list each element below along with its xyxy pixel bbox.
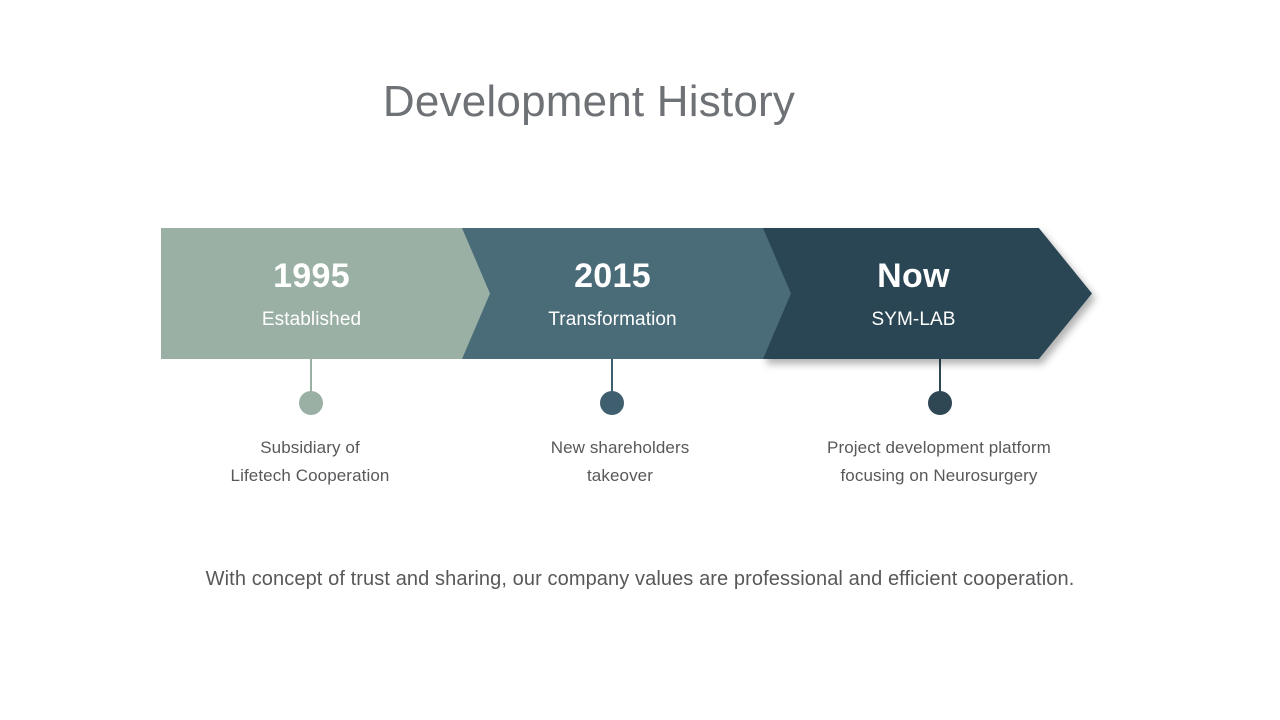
caption-3-line-2: focusing on Neurosurgery [840,466,1038,485]
marker-stem-1 [310,359,312,393]
timeline-caption-3: Project development platform focusing on… [789,434,1089,490]
timeline-caption-2: New shareholders takeover [470,434,770,490]
timeline-stage-3[interactable] [763,228,1092,359]
marker-dot-1 [299,391,323,415]
chevron-shape-1 [161,228,490,359]
caption-2-line-2: takeover [586,466,653,485]
timeline-stage-1[interactable] [161,228,490,359]
timeline-banner: 1995 Established 2015 Transformation Now… [161,228,1122,359]
marker-stem-2 [611,359,613,393]
caption-1-line-2: Lifetech Cooperation [230,466,390,485]
marker-stem-3 [939,359,941,393]
marker-dot-2 [600,391,624,415]
timeline-caption-1: Subsidiary of Lifetech Cooperation [160,434,460,490]
page-title: Development History [382,77,796,126]
chevron-arrow-shape-3 [763,228,1092,359]
caption-1-line-1: Subsidiary of [260,438,360,457]
slide-tagline: With concept of trust and sharing, our c… [205,568,1075,590]
timeline-stage-2[interactable] [462,228,791,359]
caption-2-line-1: New shareholders [550,438,690,457]
marker-dot-3 [928,391,952,415]
caption-3-line-1: Project development platform [827,438,1051,457]
chevron-shape-2 [462,228,791,359]
